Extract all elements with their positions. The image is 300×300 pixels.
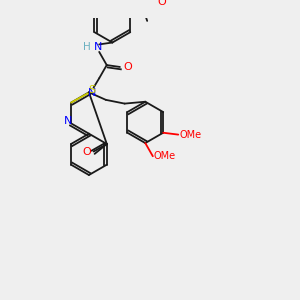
Text: S: S — [88, 85, 95, 94]
Text: N: N — [88, 88, 96, 98]
Text: O: O — [158, 0, 167, 7]
Text: OMe: OMe — [154, 151, 176, 161]
Text: H: H — [83, 42, 91, 52]
Text: O: O — [83, 148, 92, 158]
Text: N: N — [94, 42, 103, 52]
Text: O: O — [123, 62, 132, 72]
Text: N: N — [64, 116, 72, 127]
Text: OMe: OMe — [179, 130, 202, 140]
